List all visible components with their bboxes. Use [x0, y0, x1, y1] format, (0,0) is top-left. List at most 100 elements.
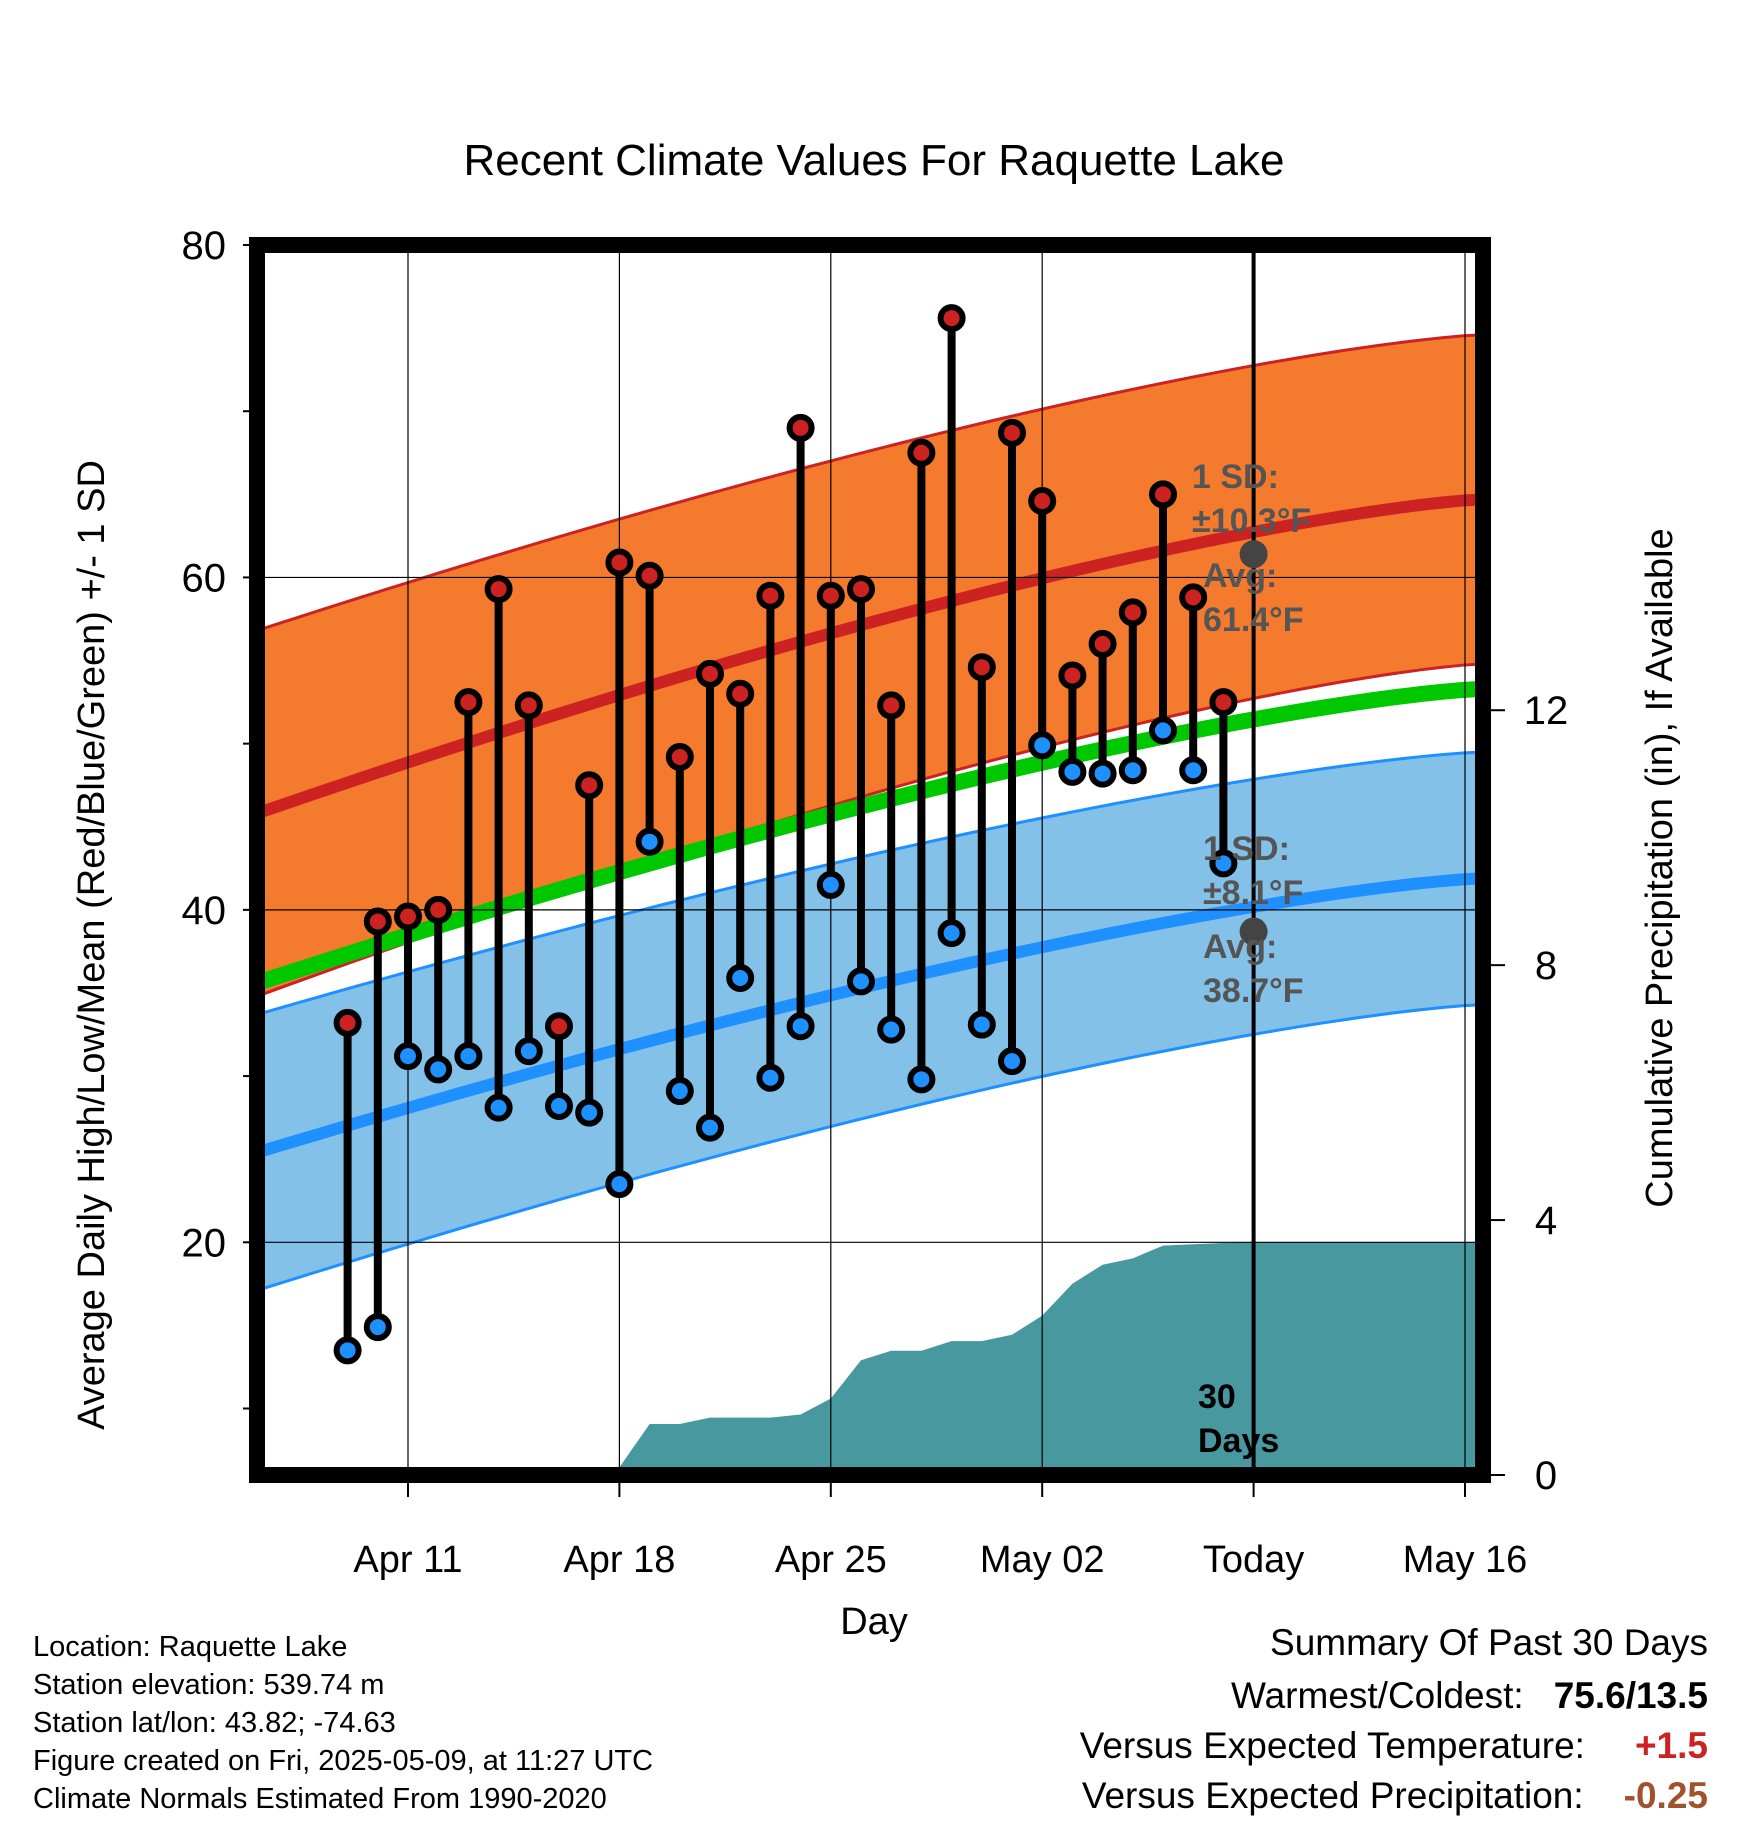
daily-high-point [1149, 480, 1177, 509]
daily-high-point [847, 575, 875, 604]
y2-tick-label: 12 [1524, 689, 1569, 733]
daily-low-point [1179, 756, 1208, 785]
daily-low-point [665, 1077, 694, 1106]
daily-low-point [1118, 756, 1147, 785]
warm-cold-label: Warmest/Coldest: [1231, 1675, 1524, 1716]
high-avg-marker [1239, 540, 1268, 569]
normal-high-line [257, 493, 1483, 820]
temp-label: Versus Expected Temperature: [1079, 1725, 1585, 1766]
daily-low-point [998, 1047, 1026, 1076]
daily-high-point [907, 438, 936, 467]
info-latlon: Station lat/lon: 43.82; -74.63 [33, 1707, 396, 1739]
daily-low-point [937, 919, 966, 948]
x-axis-label: Day [840, 1601, 908, 1643]
high-avg-value: 61.4°F [1203, 601, 1304, 639]
daily-low-point [635, 827, 664, 856]
daily-low-point [424, 1055, 453, 1084]
low-avg-value: 38.7°F [1203, 972, 1304, 1010]
daily-high-point [575, 771, 604, 800]
x-tick-label: Apr 18 [563, 1539, 675, 1581]
daily-low-point [847, 967, 875, 996]
low-avg-marker [1239, 917, 1268, 946]
daily-high-point [1058, 661, 1087, 690]
daily-low-point [484, 1093, 513, 1122]
daily-high-point [635, 561, 664, 590]
daily-low-point [514, 1037, 543, 1066]
y2-tick-label: 4 [1535, 1199, 1557, 1243]
daily-high-point [454, 688, 483, 717]
daily-high-point [394, 902, 422, 931]
y2-axis-label: Cumulative Precipitation (in), If Availa… [1639, 528, 1681, 1207]
low-avg-label: Avg: [1203, 928, 1277, 966]
y2-tick-label: 0 [1535, 1454, 1557, 1498]
summary-warm-cold: Warmest/Coldest: 75.6/13.5 [1231, 1675, 1708, 1717]
days-count-label: 30 [1198, 1378, 1236, 1416]
daily-low-point [816, 870, 845, 899]
high-sd-label: 1 SD: [1192, 458, 1279, 496]
low-sd-value: ±8.1°F [1203, 874, 1303, 912]
daily-low-point [1028, 731, 1057, 760]
days-word-label: Days [1198, 1422, 1279, 1460]
info-elevation: Station elevation: 539.74 m [33, 1669, 385, 1701]
normal-mean-line [257, 680, 1483, 991]
plot-area: 1 SD: ±10.3°F Avg: 61.4°F 1 SD: ±8.1°F Avg: 38.… [257, 245, 1483, 1475]
daily-high-point [514, 691, 543, 720]
summary-precip: Versus Expected Precipitation: -0.25 [1082, 1775, 1708, 1817]
daily-high-point [545, 1012, 573, 1041]
daily-high-point [756, 581, 785, 610]
y-tick-label: 20 [182, 1221, 227, 1265]
high-sd-value: ±10.3°F [1192, 502, 1311, 540]
daily-low-point [967, 1010, 996, 1039]
precip-value: -0.25 [1623, 1775, 1708, 1816]
daily-high-point [786, 413, 815, 442]
daily-low-point [877, 1015, 906, 1044]
daily-high-point [877, 691, 906, 720]
daily-high-point [998, 418, 1026, 447]
station-info: Location: Raquette Lake Station elevatio… [33, 1628, 653, 1818]
high-sd-band [257, 334, 1483, 997]
daily-high-point [605, 548, 634, 577]
x-tick-label: May 16 [1403, 1539, 1528, 1581]
x-tick-label: Apr 11 [353, 1539, 462, 1581]
x-tick-label: May 02 [980, 1539, 1105, 1581]
daily-high-point [967, 653, 996, 682]
low-sd-upper-edge [257, 750, 1483, 1017]
temp-value: +1.5 [1634, 1725, 1708, 1766]
daily-low-point [1209, 849, 1238, 878]
daily-low-point [333, 1336, 362, 1365]
daily-high-point [816, 581, 845, 610]
daily-high-point [1088, 629, 1117, 658]
y-tick-label: 60 [182, 556, 227, 600]
daily-high-point [1179, 583, 1208, 612]
info-normals: Climate Normals Estimated From 1990-2020 [33, 1783, 607, 1815]
daily-low-point [1058, 757, 1087, 786]
summary-temp: Versus Expected Temperature: +1.5 [1080, 1725, 1708, 1767]
precip-label: Versus Expected Precipitation: [1081, 1775, 1584, 1816]
daily-low-point [786, 1012, 815, 1041]
warm-cold-value: 75.6/13.5 [1553, 1675, 1708, 1716]
daily-low-point [1088, 759, 1117, 788]
y-tick-label: 80 [182, 224, 227, 268]
daily-low-point [545, 1092, 573, 1120]
daily-low-point [363, 1313, 392, 1342]
daily-low-point [394, 1042, 422, 1071]
daily-low-point [756, 1063, 785, 1092]
daily-high-point [665, 742, 694, 771]
daily-low-point [454, 1042, 483, 1071]
plot-frame [249, 237, 1491, 1483]
daily-high-point [937, 304, 966, 333]
daily-high-point [363, 907, 392, 936]
info-created: Figure created on Fri, 2025-05-09, at 11… [33, 1745, 654, 1777]
low-sd-band [257, 751, 1483, 1291]
daily-high-point [333, 1008, 362, 1037]
daily-low-point [726, 964, 755, 993]
x-tick-label: Apr 25 [775, 1539, 887, 1581]
x-tick-label: Today [1203, 1539, 1304, 1581]
daily-low-point [907, 1065, 936, 1094]
y-axis-label: Average Daily High/Low/Mean (Red/Blue/Gr… [71, 460, 113, 1430]
high-sd-upper-edge [257, 333, 1483, 633]
summary-heading: Summary Of Past 30 Days [1270, 1622, 1708, 1663]
daily-high-point [1118, 598, 1147, 627]
low-sd-lower-edge [257, 1003, 1483, 1292]
